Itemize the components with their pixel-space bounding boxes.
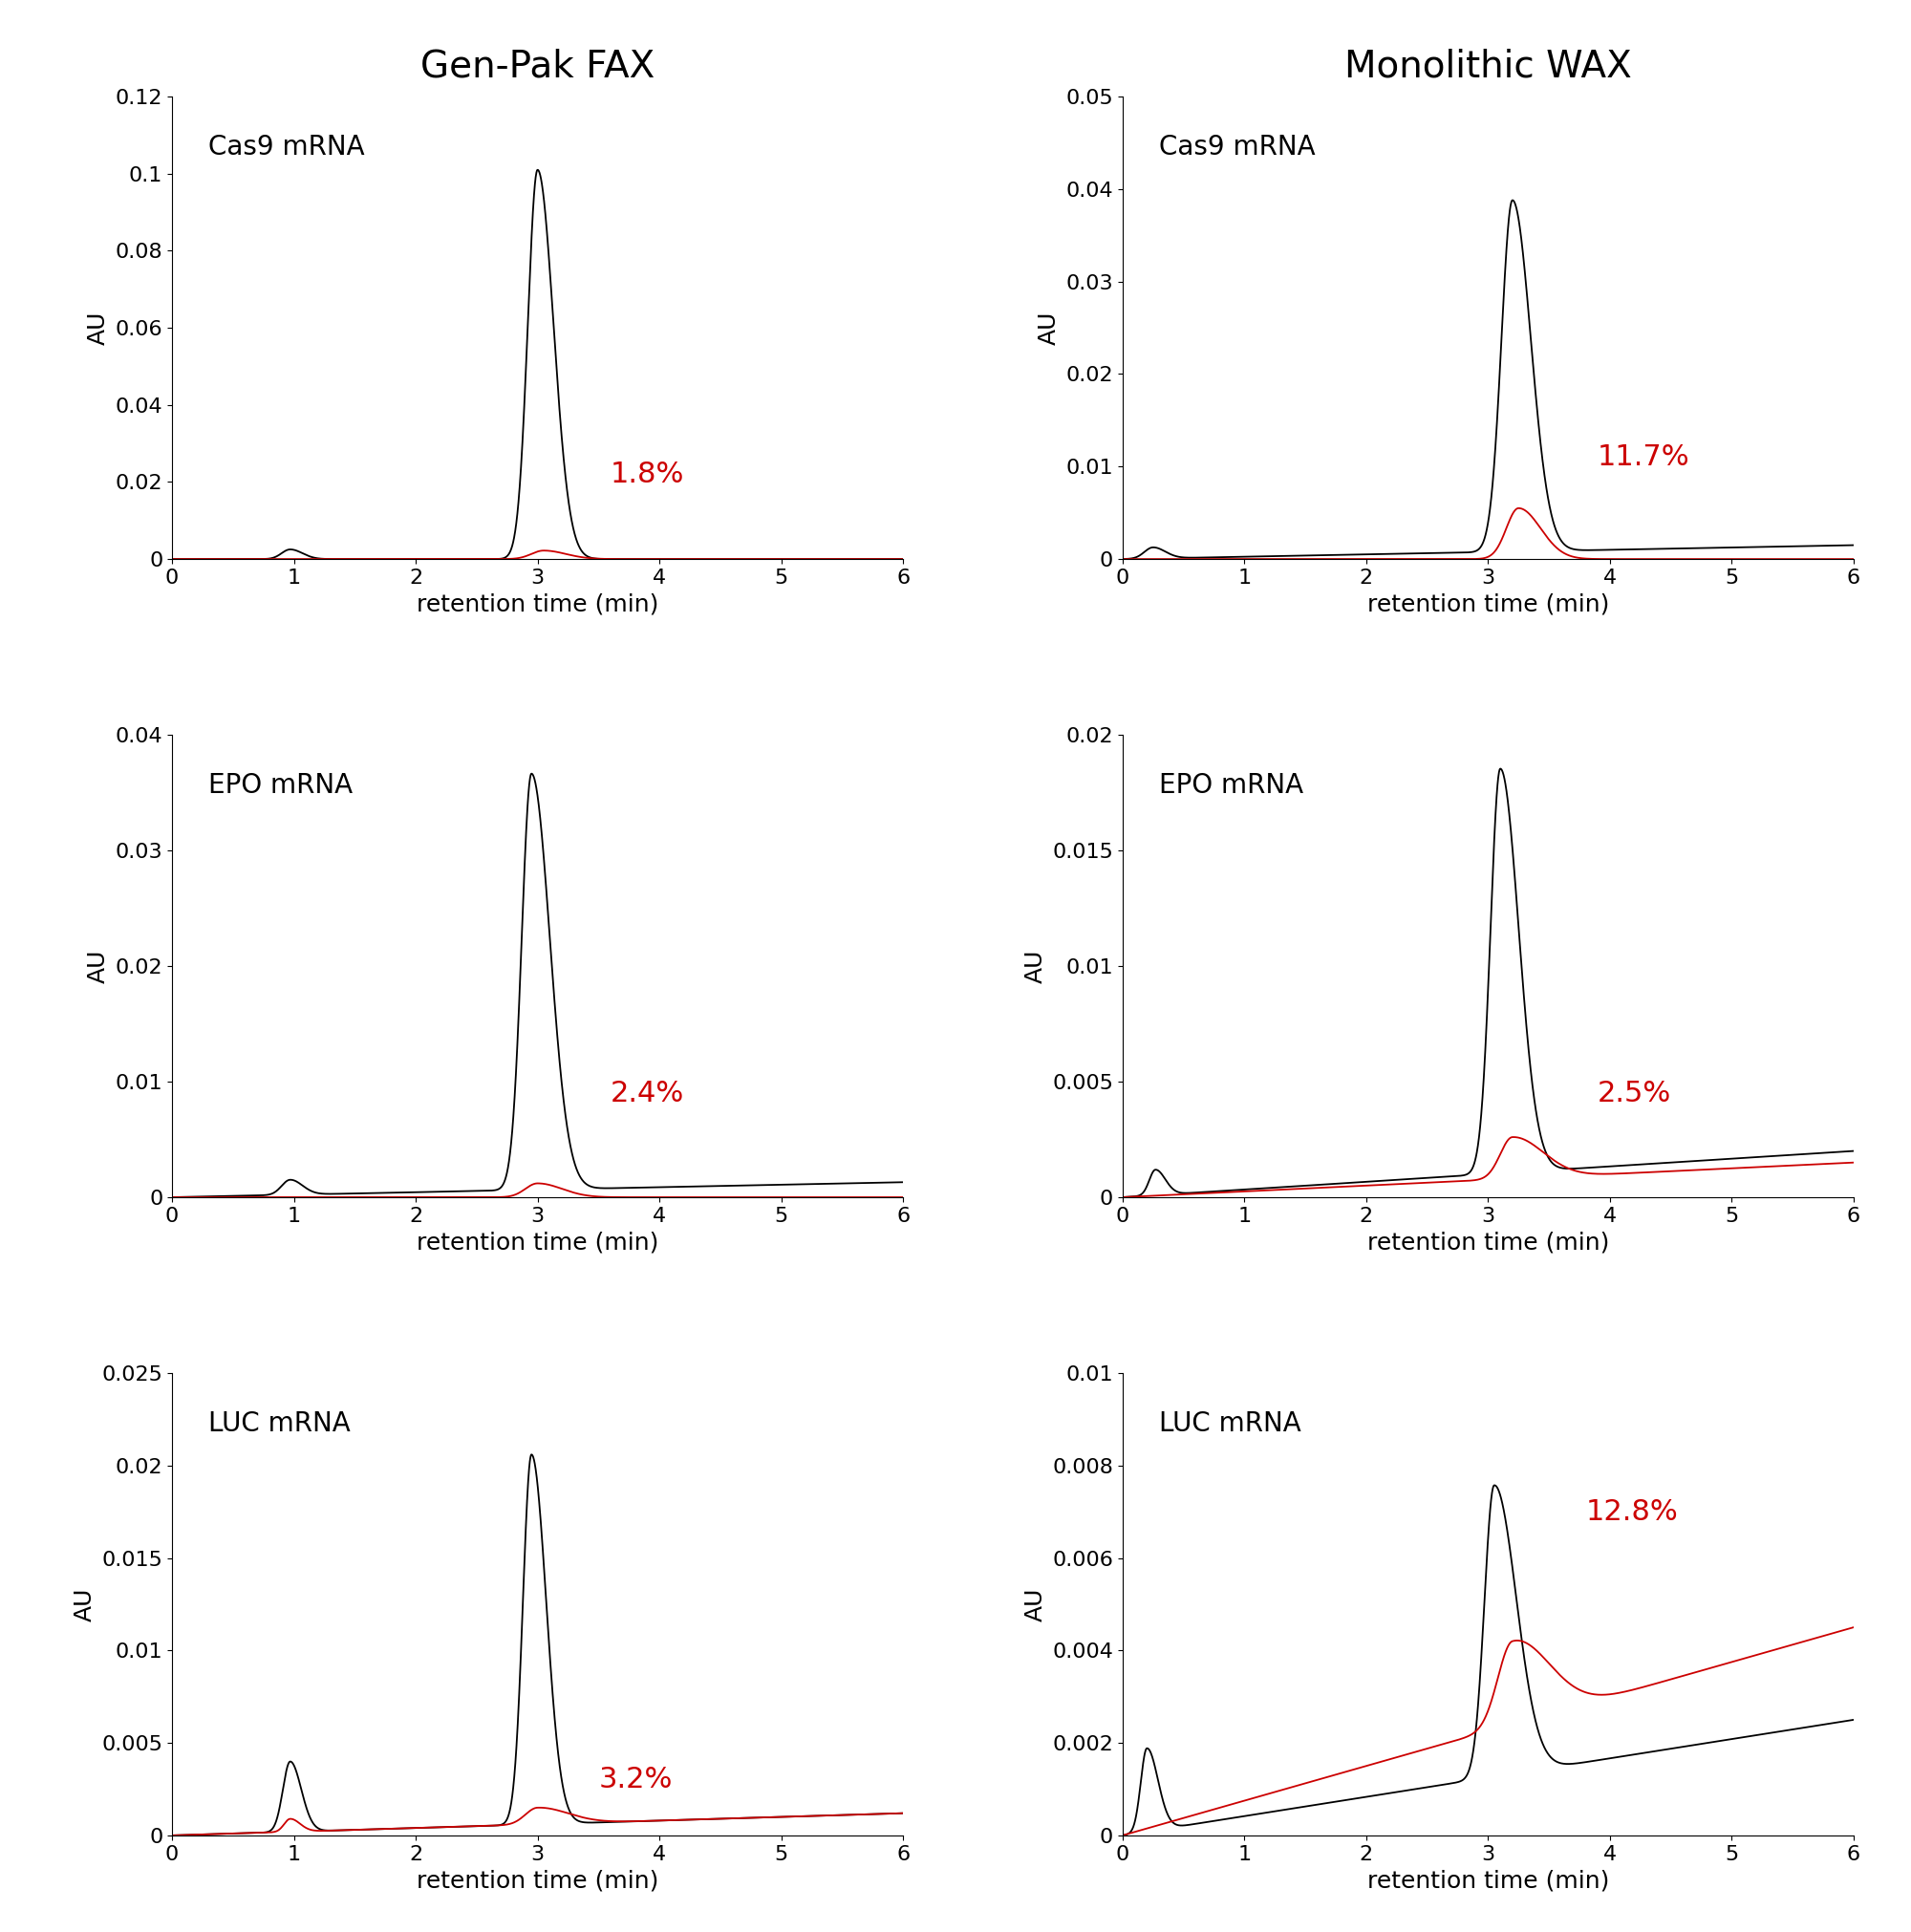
Text: LUC mRNA: LUC mRNA: [1160, 1410, 1301, 1437]
Title: Monolithic WAX: Monolithic WAX: [1345, 48, 1632, 85]
Title: Gen-Pak FAX: Gen-Pak FAX: [420, 48, 655, 85]
X-axis label: retention time (min): retention time (min): [1366, 1231, 1609, 1254]
Text: 2.5%: 2.5%: [1598, 1080, 1672, 1107]
Text: 2.4%: 2.4%: [612, 1080, 684, 1107]
Y-axis label: AU: AU: [1024, 949, 1047, 983]
Y-axis label: AU: AU: [73, 1588, 96, 1621]
Y-axis label: AU: AU: [88, 949, 111, 983]
Text: Cas9 mRNA: Cas9 mRNA: [1160, 133, 1315, 160]
Y-axis label: AU: AU: [1038, 311, 1061, 344]
Text: EPO mRNA: EPO mRNA: [1160, 771, 1303, 798]
X-axis label: retention time (min): retention time (min): [417, 1868, 659, 1891]
Text: 3.2%: 3.2%: [598, 1766, 673, 1793]
Text: LUC mRNA: LUC mRNA: [208, 1410, 352, 1437]
Text: 11.7%: 11.7%: [1598, 444, 1689, 471]
Text: 1.8%: 1.8%: [612, 460, 684, 489]
X-axis label: retention time (min): retention time (min): [417, 593, 659, 616]
Y-axis label: AU: AU: [1024, 1588, 1047, 1621]
X-axis label: retention time (min): retention time (min): [1366, 1868, 1609, 1891]
Text: 12.8%: 12.8%: [1586, 1497, 1678, 1526]
X-axis label: retention time (min): retention time (min): [417, 1231, 659, 1254]
Text: Cas9 mRNA: Cas9 mRNA: [208, 133, 365, 160]
X-axis label: retention time (min): retention time (min): [1366, 593, 1609, 616]
Text: EPO mRNA: EPO mRNA: [208, 771, 354, 798]
Y-axis label: AU: AU: [88, 311, 111, 344]
